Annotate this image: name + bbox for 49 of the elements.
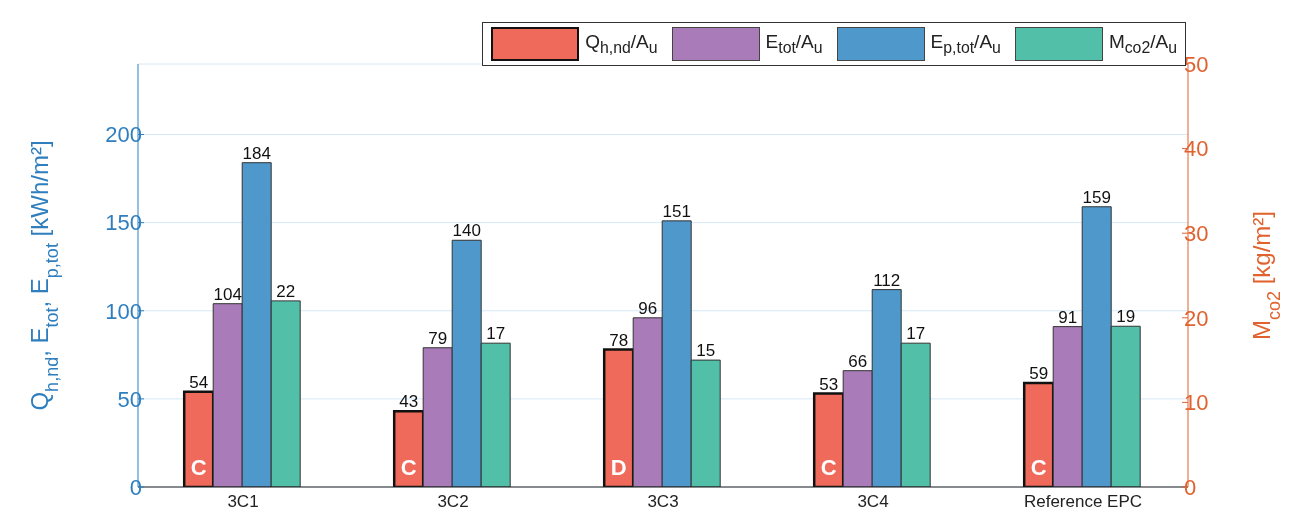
data-label: 17 xyxy=(486,324,506,344)
data-label: 17 xyxy=(906,324,926,344)
annotation: C xyxy=(820,455,837,481)
x-tick-label: 3C1 xyxy=(227,492,259,512)
data-label: 59 xyxy=(1029,364,1049,384)
y2-tick-label: 10 xyxy=(1184,390,1209,416)
bar xyxy=(182,390,215,487)
x-tick-label: 3C4 xyxy=(857,492,889,512)
data-label: 184 xyxy=(242,143,271,163)
bar xyxy=(1022,381,1055,487)
y2-tick-label: 20 xyxy=(1184,305,1209,331)
data-label: 159 xyxy=(1082,187,1111,207)
y-tick-label: 50 xyxy=(117,386,142,412)
annotation: C xyxy=(400,455,417,481)
data-label: 151 xyxy=(662,201,691,221)
y-tick-label: 100 xyxy=(105,298,142,324)
annotation: D xyxy=(610,455,627,481)
y2-tick-label: 50 xyxy=(1184,51,1209,77)
legend-label: E$_{p,tot}$/A$_{u}$ xyxy=(930,31,1001,57)
data-label: 43 xyxy=(399,392,419,412)
legend-label: M$_{co2}$/A$_{u}$ xyxy=(1108,31,1177,57)
data-label: 19 xyxy=(1116,307,1136,327)
data-label: 53 xyxy=(819,374,839,394)
y2-tick-label: 30 xyxy=(1184,221,1209,247)
data-label: 104 xyxy=(213,284,242,304)
y-tick-label: 0 xyxy=(129,474,142,500)
y2-tick-label: 40 xyxy=(1184,136,1209,162)
data-label: 22 xyxy=(276,281,296,301)
legend-label: Q$_{h,nd}$/A$_{u}$ xyxy=(585,31,658,57)
bar xyxy=(602,348,635,487)
x-tick-label: 3C2 xyxy=(437,492,469,512)
legend-label: E$_{tot}$/A$_{u}$ xyxy=(765,31,823,57)
data-label: 66 xyxy=(848,351,868,371)
x-tick-label: 3C3 xyxy=(647,492,679,512)
data-label: 54 xyxy=(189,372,209,392)
bar xyxy=(812,392,845,487)
data-label: 140 xyxy=(452,221,481,241)
data-label: 112 xyxy=(873,270,901,290)
data-label: 78 xyxy=(609,330,629,350)
y-tick-label: 200 xyxy=(105,122,142,148)
x-tick-label: Reference EPC xyxy=(1023,492,1143,512)
data-label: 79 xyxy=(428,328,448,348)
y2-tick-label: 0 xyxy=(1184,474,1197,500)
data-label: 96 xyxy=(638,298,658,318)
annotation: C xyxy=(1030,455,1047,481)
data-label: 91 xyxy=(1058,307,1078,327)
y-tick-label: 150 xyxy=(105,210,142,236)
data-label: 15 xyxy=(696,341,716,361)
annotation: C xyxy=(190,455,207,481)
